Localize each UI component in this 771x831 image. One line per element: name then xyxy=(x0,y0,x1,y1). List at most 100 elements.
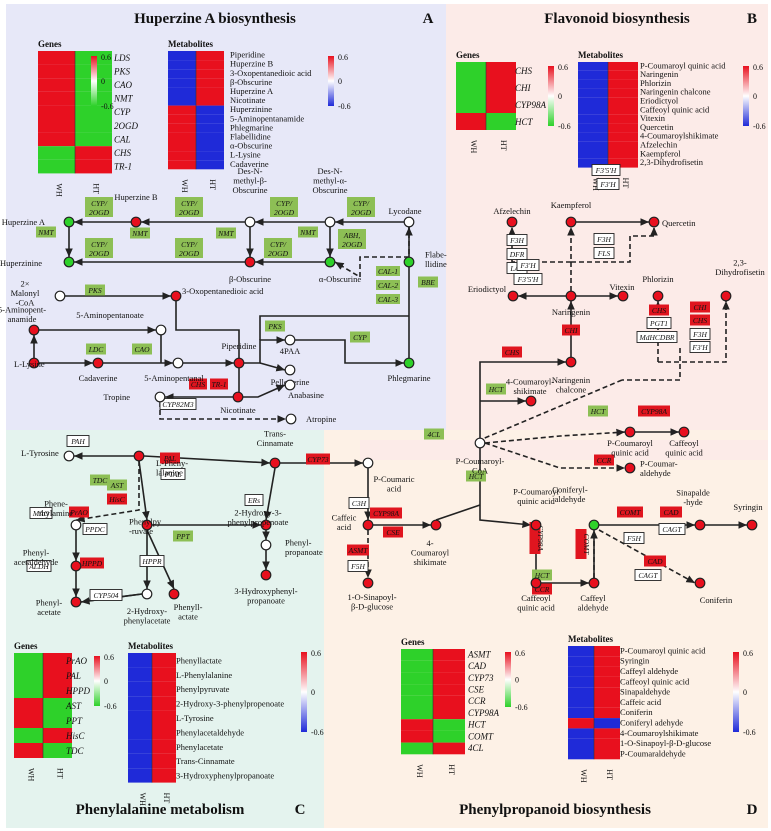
heatmap-cell xyxy=(608,158,638,168)
heatmap-cell xyxy=(594,687,620,698)
heatmap-cell xyxy=(594,718,620,729)
heatmap-row-label: Huperzinine xyxy=(230,104,272,114)
enzyme-box xyxy=(690,314,710,326)
enzyme-label: CYP/ xyxy=(270,240,287,249)
metabolite-marker xyxy=(694,577,706,589)
enzyme-label: CYP98A xyxy=(536,525,545,551)
metabolite-label: Phene- xyxy=(44,499,68,509)
heatmap-row-label: Phenylacetate xyxy=(176,742,223,752)
heatmap-row-label: α-Obscurine xyxy=(230,141,272,151)
heatmap-cell xyxy=(14,653,43,668)
metabolite-label: P-Coumaroyl- xyxy=(456,456,505,466)
heatmap-cell xyxy=(75,105,112,119)
pathway-edge xyxy=(571,227,658,263)
metabolite-label: 2,3- xyxy=(733,258,747,268)
metabolite-label: Syringin xyxy=(733,502,763,512)
enzyme-box xyxy=(132,343,152,355)
enzyme-box xyxy=(85,197,113,217)
enzyme-pah: PAH xyxy=(66,435,90,447)
enzyme-box xyxy=(562,324,580,336)
metabolite-label: Eriodictyol xyxy=(468,284,507,294)
enzyme-label: AST xyxy=(110,481,124,490)
enzyme-cagt: CAGT xyxy=(634,569,662,581)
metabolite-label: Lycodane xyxy=(388,206,421,216)
metabolite-label: aldehyde xyxy=(555,494,586,504)
heatmap-row-label: L-Tyrosine xyxy=(176,713,214,723)
heatmap-cell xyxy=(401,719,433,731)
enzyme-box xyxy=(216,227,236,239)
metabolite-marker xyxy=(403,256,415,268)
heatmap-row-label: 5-Aminopentanamide xyxy=(230,113,304,123)
enzyme-label: CAD xyxy=(664,508,680,517)
pathway-edge xyxy=(334,256,409,279)
heatmap-cell xyxy=(168,105,196,115)
scale-mid: 0 xyxy=(558,92,562,101)
heatmap-cell xyxy=(168,69,196,79)
metabolite-node-hydroxyphenylpropenoate: 2-Hydroxy-3-phenylpropenoate xyxy=(228,507,289,531)
heatmap-cell xyxy=(578,88,608,98)
enzyme-comt: COMT xyxy=(617,506,643,518)
heatmap-cell xyxy=(43,698,72,713)
heatmap-row-label: Flabellidine xyxy=(230,131,271,141)
metabolite-label: Trans- xyxy=(264,429,286,439)
metabolite-marker xyxy=(525,395,537,407)
heatmap-col-label: WH xyxy=(579,769,588,783)
heatmap-cell xyxy=(152,653,176,668)
heatmap-row-label: P-Coumaroyl quinic acid xyxy=(640,60,726,70)
scale-min: -0.6 xyxy=(515,703,528,712)
metabolite-marker xyxy=(565,216,577,228)
enzyme-label: 2OGD xyxy=(268,249,289,258)
enzyme-4cl: 4CL xyxy=(424,428,444,440)
metabolite-marker xyxy=(530,577,542,589)
metabolite-label: Obscurine xyxy=(233,185,268,195)
metabolite-label: Afzelechin xyxy=(493,206,531,216)
metabolite-marker xyxy=(172,357,184,369)
enzyme-mdhcdbr: MdHCDBR xyxy=(636,331,678,343)
heatmap-row-label: Nicotinate xyxy=(230,95,266,105)
metabolite-marker xyxy=(362,519,374,531)
metabolite-node-syringin: Syringin xyxy=(733,502,763,531)
metabolite-label: β-D-glucose xyxy=(351,602,393,612)
heatmap-row-label: Caffeyl aldehyde xyxy=(620,666,678,676)
metabolite-label: Caffeyl xyxy=(580,593,606,603)
metabolite-node-sinapoylglucose: 1-O-Sinapoyl-β-D-glucose xyxy=(347,577,397,612)
heatmap-row-label: β-Obscurine xyxy=(230,77,272,87)
enzyme-box xyxy=(649,304,669,316)
metabolite-node-vitexin: Vitexin xyxy=(610,282,635,302)
heatmap-cell xyxy=(608,141,638,150)
heatmap-row-label: AST xyxy=(65,701,82,711)
enzyme-label: 2OGD xyxy=(351,208,372,217)
metabolite-marker xyxy=(284,364,296,376)
enzyme-label: 2OGD xyxy=(179,208,200,217)
enzyme-box xyxy=(130,227,150,239)
enzyme-cyp-2ogd: CYP/2OGD xyxy=(85,197,113,217)
metabolite-label: Phenylpy xyxy=(129,516,162,526)
metabolite-label: Cadaverine xyxy=(79,373,118,383)
enzyme-box xyxy=(513,273,543,285)
enzyme-label: PTAL xyxy=(164,470,182,479)
heatmap-row-label: Cadaverine xyxy=(230,159,269,169)
metabolite-node-hupzinine: Huperzinine xyxy=(0,256,75,268)
heatmap-row-label: Sinapaldehyde xyxy=(620,687,670,697)
heatmap-row-label: Caffeoyl quinic acid xyxy=(620,676,690,686)
enzyme-label: F3H xyxy=(692,330,707,339)
heatmap-cell xyxy=(43,713,72,728)
enzyme-ccr: CCR xyxy=(594,454,614,466)
heatmap-cell xyxy=(38,132,75,147)
metabolite-node-coniferylald: Coniferyl-aldehyde xyxy=(552,485,600,531)
metabolite-marker xyxy=(648,216,660,228)
enzyme-f3-h: F3'H xyxy=(689,341,711,353)
heatmap-cell xyxy=(594,707,620,719)
heatmap-cell xyxy=(433,649,465,661)
metabolite-marker xyxy=(588,519,600,531)
metabolite-label: CoA xyxy=(472,466,489,476)
heatmap-col-label: WH xyxy=(180,179,189,193)
metabolite-node-pcoumald: P-Coumar-aldehyde xyxy=(624,458,678,478)
enzyme-label: HisC xyxy=(108,495,125,504)
heatmap-row-label: Vitexin xyxy=(640,113,666,123)
scale-mid: 0 xyxy=(311,688,315,697)
enzyme-box xyxy=(591,164,621,176)
metabolite-label: 5-Aminopent- xyxy=(0,305,46,315)
